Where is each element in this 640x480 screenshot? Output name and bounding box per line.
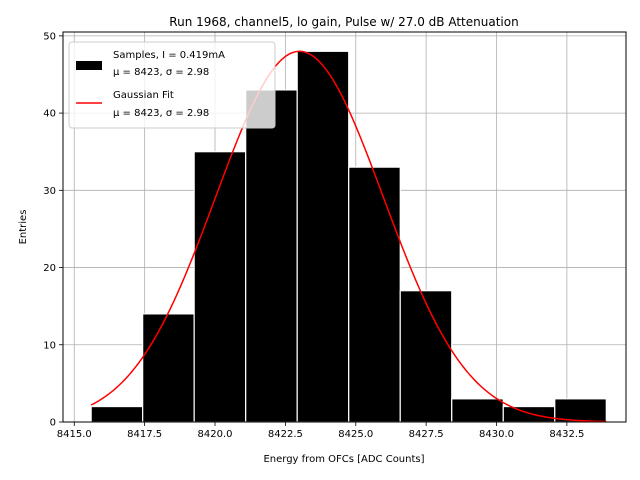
histogram-bar xyxy=(502,405,556,423)
x-tick-label: 8432.5 xyxy=(549,429,584,440)
y-tick-label: 10 xyxy=(43,340,56,351)
y-tick-label: 40 xyxy=(43,109,56,120)
x-tick-label: 8422.5 xyxy=(268,429,303,440)
gaussian-fit-curve xyxy=(90,50,607,423)
legend-fit-stats: μ = 8423, σ = 2.98 xyxy=(113,108,209,119)
y-axis-label: Entries xyxy=(18,210,29,245)
y-tick-label: 0 xyxy=(50,418,56,429)
chart-title: Run 1968, channel5, lo gain, Pulse w/ 27… xyxy=(169,15,518,29)
x-tick-label: 8415.0 xyxy=(57,429,92,440)
legend: Samples, I = 0.419mA μ = 8423, σ = 2.98 … xyxy=(68,41,276,129)
x-tick-label: 8425.0 xyxy=(338,429,373,440)
y-tick-label: 20 xyxy=(43,263,56,274)
histogram-bar xyxy=(554,398,607,423)
histogram-bar xyxy=(245,89,298,423)
x-axis-ticks: 8415.0 8417.5 8420.0 8422.5 8425.0 8427.5 8430… xyxy=(57,422,584,440)
histogram-bar xyxy=(348,166,401,423)
histogram-bars xyxy=(90,50,607,423)
x-tick-label: 8417.5 xyxy=(127,429,162,440)
y-axis-ticks: 0 10 20 30 40 50 xyxy=(43,31,63,429)
legend-samples-stats: μ = 8423, σ = 2.98 xyxy=(113,67,209,78)
x-tick-label: 8430.0 xyxy=(479,429,514,440)
gaussian-fit-line xyxy=(90,50,607,423)
histogram-bar xyxy=(193,151,247,423)
histogram-bar xyxy=(399,290,453,423)
histogram-bar xyxy=(90,405,144,423)
histogram-bar xyxy=(296,50,350,423)
plot-frame xyxy=(62,31,627,423)
legend-samples-swatch xyxy=(76,61,102,70)
x-axis-label: Energy from OFCs [ADC Counts] xyxy=(263,454,424,465)
x-tick-label: 8420.0 xyxy=(198,429,233,440)
y-tick-label: 30 xyxy=(43,186,56,197)
histogram-bar xyxy=(142,313,195,423)
x-tick-label: 8427.5 xyxy=(409,429,444,440)
histogram-bar xyxy=(451,398,504,423)
legend-box xyxy=(68,41,276,129)
y-tick-label: 50 xyxy=(43,31,56,42)
legend-samples-name: Samples, I = 0.419mA xyxy=(113,50,225,61)
legend-fit-name: Gaussian Fit xyxy=(113,90,174,101)
